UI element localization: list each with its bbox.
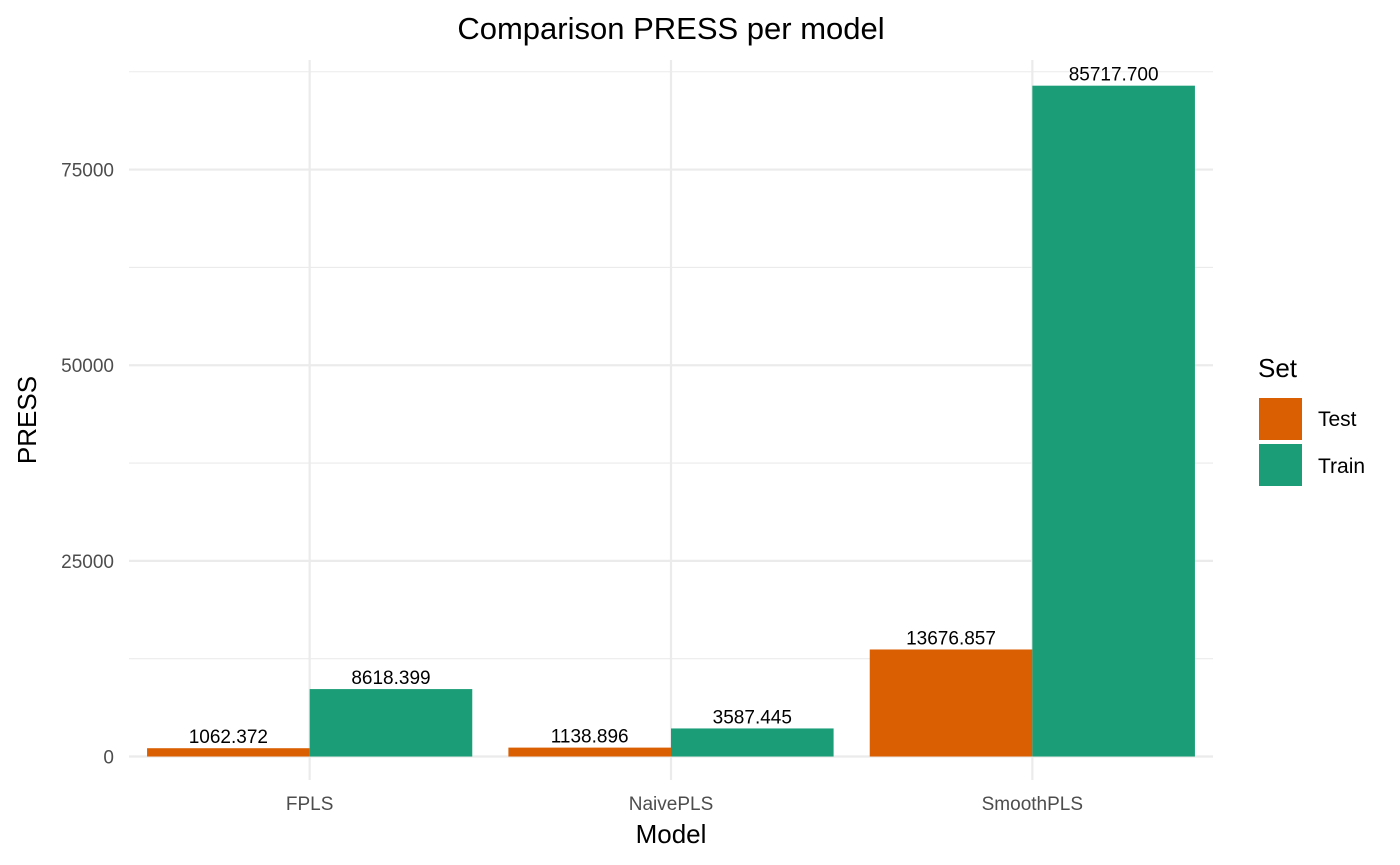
bar-value-label: 13676.857 bbox=[906, 628, 996, 649]
bar-value-label: 3587.445 bbox=[713, 707, 792, 728]
bar-train bbox=[309, 689, 473, 757]
bar-value-label: 85717.700 bbox=[1069, 65, 1159, 86]
axis-labels: 0 25000 50000 75000 FPLS NaivePLS SmoothPLS bbox=[61, 161, 1083, 815]
bar-test bbox=[147, 748, 310, 757]
legend-label-test: Test bbox=[1318, 408, 1357, 431]
y-tick-label: 75000 bbox=[61, 161, 114, 182]
legend-key-train bbox=[1259, 444, 1302, 486]
legend-label-train: Train bbox=[1318, 455, 1365, 478]
y-tick-label: 0 bbox=[103, 748, 114, 769]
bars bbox=[147, 85, 1195, 757]
y-tick-label: 50000 bbox=[61, 356, 114, 377]
bar-train bbox=[1032, 85, 1195, 757]
y-tick-label: 25000 bbox=[61, 552, 114, 573]
legend: Set Test Train bbox=[1258, 353, 1365, 486]
x-axis-title: Model bbox=[636, 819, 707, 849]
bar-test bbox=[869, 649, 1033, 757]
legend-key-test bbox=[1259, 398, 1302, 440]
bar-value-label: 8618.399 bbox=[351, 668, 430, 689]
bar-test bbox=[508, 747, 671, 757]
bar-value-label: 1138.896 bbox=[551, 727, 629, 748]
legend-title: Set bbox=[1258, 353, 1298, 383]
bar-train bbox=[671, 728, 834, 757]
x-tick-label: SmoothPLS bbox=[982, 794, 1083, 815]
bar-labels: 1062.372 1138.896 13676.857 8618.399 3587.44… bbox=[189, 65, 1159, 749]
x-tick-label: FPLS bbox=[286, 794, 334, 815]
x-tick-label: NaivePLS bbox=[629, 794, 714, 815]
y-axis-title: PRESS bbox=[12, 376, 42, 464]
bar-value-label: 1062.372 bbox=[189, 727, 268, 748]
chart-title: Comparison PRESS per model bbox=[457, 11, 884, 46]
